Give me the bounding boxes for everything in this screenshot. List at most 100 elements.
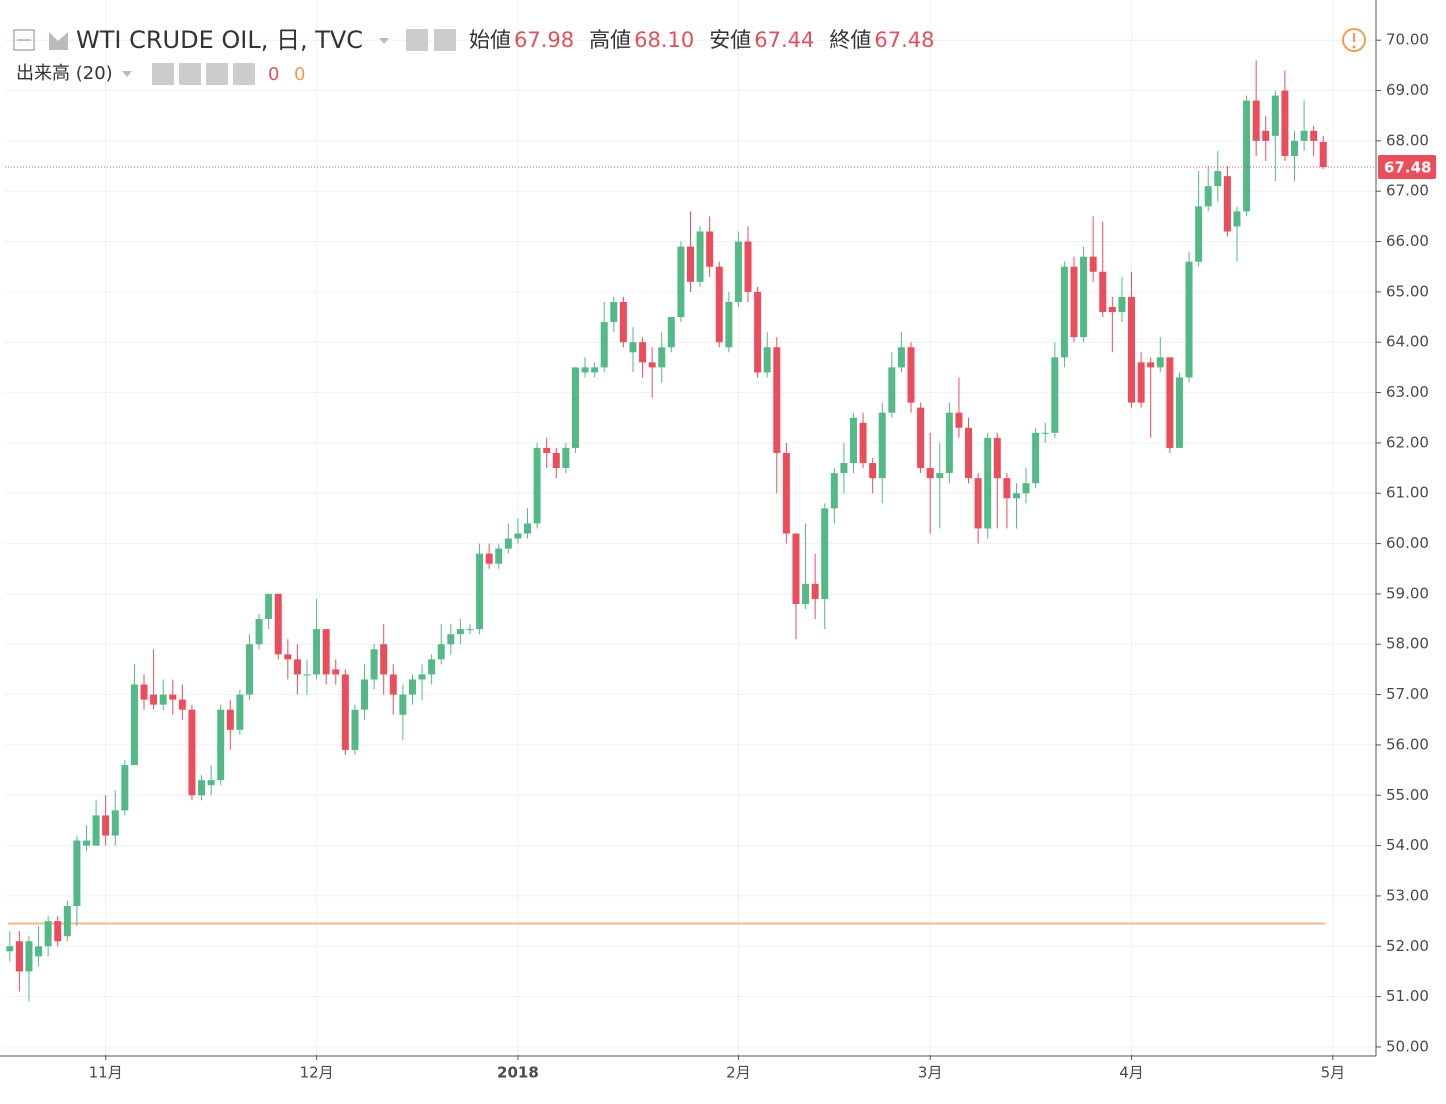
legend-value: 67.98 (514, 28, 574, 52)
candle-body (984, 437, 992, 529)
ohlc-legend: 始値 67.98 高値 68.10 安値 67.44 終値 67.48 (469, 28, 935, 52)
axis-labels: 50.00 51.00 52.00 53.00 54.00 55.00 56.00 57.00… (89, 31, 1436, 1082)
alert-icon-dot (1352, 45, 1356, 49)
x-tick-label: 12月 (300, 1064, 334, 1082)
legend-value: 68.10 (634, 28, 694, 52)
candle-body (466, 629, 474, 631)
candle-body (437, 644, 445, 660)
candle-body (840, 463, 848, 474)
candle-body (1041, 432, 1049, 434)
y-tick-label: 52.00 (1386, 937, 1429, 955)
candle-body (1281, 90, 1289, 156)
flag-icon (49, 32, 68, 50)
candle-body (332, 669, 340, 675)
y-tick-label: 56.00 (1386, 735, 1429, 753)
candle-body (418, 674, 426, 680)
candle-body (802, 583, 810, 604)
candle-body (552, 452, 560, 469)
candle-body (1175, 377, 1183, 448)
candle-body (514, 533, 522, 539)
candle-body (293, 659, 301, 675)
candle-body (389, 674, 397, 695)
add-icon[interactable] (206, 63, 228, 85)
candle-body (370, 649, 378, 680)
collapse-icon[interactable] (13, 29, 35, 51)
candle-body (476, 553, 484, 630)
candle-body (993, 437, 1001, 479)
candle-body (917, 407, 925, 469)
y-tick-label: 68.00 (1386, 131, 1429, 149)
legend-name: 高値 (589, 28, 631, 52)
candle-body (869, 463, 877, 479)
candle-body (1185, 261, 1193, 378)
candle-body (303, 674, 311, 676)
y-tick-label: 50.00 (1386, 1037, 1429, 1055)
settings-icon[interactable] (179, 63, 201, 85)
candle-body (639, 342, 647, 363)
legend-name: 安値 (709, 28, 751, 52)
eye-icon[interactable] (406, 29, 428, 51)
y-tick-label: 55.00 (1386, 786, 1429, 804)
candle-body (821, 508, 829, 599)
y-tick-label: 57.00 (1386, 685, 1429, 703)
close-icon[interactable] (233, 63, 255, 85)
candle-body (44, 921, 52, 947)
candle-body (428, 659, 436, 675)
candle-body (15, 941, 23, 972)
candle-body (245, 644, 253, 695)
candle-body (1166, 357, 1174, 448)
candle-body (92, 815, 100, 846)
candle-body (754, 291, 762, 373)
legend-name: 終値 (829, 28, 871, 52)
candle-body (130, 684, 138, 766)
candle-body (1051, 357, 1059, 433)
volume-value: 0 (268, 64, 279, 85)
candle-body (849, 417, 857, 464)
candle-body (706, 231, 714, 267)
dropdown-icon[interactable] (379, 38, 389, 44)
candle-body (1223, 176, 1231, 232)
candle-body (226, 709, 234, 730)
y-tick-label: 60.00 (1386, 534, 1429, 552)
candle-body (1080, 256, 1088, 338)
candle-body (495, 548, 503, 564)
candle-body (1012, 493, 1020, 499)
candle-body (1233, 211, 1241, 227)
y-tick-label: 59.00 (1386, 584, 1429, 602)
candle-body (198, 780, 206, 796)
candle-body (974, 478, 982, 529)
candle-body (687, 246, 694, 282)
candle-body (715, 266, 723, 343)
x-tick-label: 5月 (1321, 1064, 1346, 1082)
candle-body (1060, 266, 1068, 358)
candle-body (763, 347, 771, 373)
candle-body (667, 317, 675, 348)
volume-value: 0 (294, 64, 305, 85)
candle-body (734, 241, 742, 302)
candle-body (524, 523, 532, 534)
candle-body (121, 765, 129, 811)
y-tick-label: 67.00 (1386, 182, 1429, 200)
candle-body (1195, 206, 1203, 262)
y-tick-label: 64.00 (1386, 333, 1429, 351)
candle-body (1291, 140, 1299, 156)
dropdown-icon[interactable] (122, 71, 132, 77)
candle-body (811, 583, 819, 599)
candle-body (217, 709, 225, 781)
settings-icon[interactable] (434, 29, 456, 51)
candle-body (1108, 306, 1116, 313)
x-tick-label: 11月 (89, 1064, 123, 1082)
candle-body (696, 231, 704, 282)
candle-body (456, 629, 464, 635)
alert-icon[interactable] (1342, 28, 1366, 52)
candle-body (25, 941, 33, 972)
eye-icon[interactable] (152, 63, 174, 85)
candle-body (54, 921, 62, 942)
candle-body (543, 447, 551, 453)
candles (5, 60, 1376, 1002)
candle-body (313, 629, 321, 675)
y-tick-label: 70.00 (1386, 31, 1429, 49)
candle-body (1243, 100, 1251, 212)
candle-body (1214, 171, 1222, 187)
x-tick-label: 2月 (726, 1064, 751, 1082)
